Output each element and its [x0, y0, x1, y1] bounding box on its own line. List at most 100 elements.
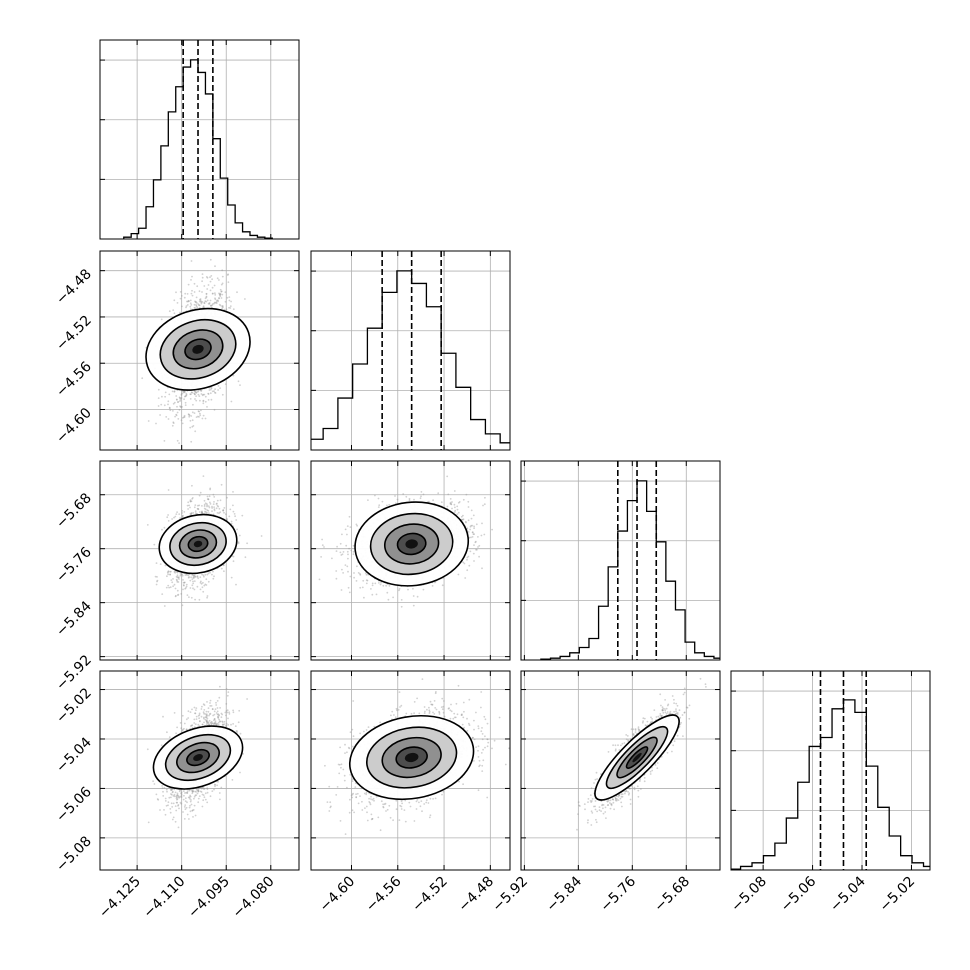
scatter-point — [226, 517, 228, 520]
scatter-point — [196, 507, 199, 510]
scatter-point — [190, 260, 193, 262]
scatter-point — [193, 412, 196, 414]
scatter-point — [213, 575, 215, 578]
scatter-point — [189, 500, 192, 503]
scatter-point — [154, 575, 157, 578]
scatter-point — [169, 573, 172, 576]
scatter-point — [200, 580, 202, 583]
scatter-point — [209, 299, 212, 302]
scatter-point — [457, 501, 460, 504]
scatter-point — [457, 511, 460, 514]
scatter-point — [221, 282, 224, 285]
scatter-point — [345, 544, 348, 547]
scatter-point — [184, 401, 187, 404]
scatter-point — [199, 298, 202, 300]
scatter-point — [188, 300, 190, 303]
scatter-point — [192, 512, 195, 514]
scatter-point — [359, 573, 361, 575]
scatter-point — [175, 571, 178, 573]
scatter-point — [195, 301, 197, 303]
scatter-point — [204, 573, 207, 576]
scatter-point — [176, 511, 179, 513]
scatter-point — [347, 557, 349, 560]
scatter-point — [451, 501, 453, 503]
scatter-point — [347, 553, 349, 556]
scatter-point — [205, 578, 208, 581]
scatter-point — [367, 499, 369, 501]
scatter-point — [213, 302, 215, 305]
scatter-point — [475, 523, 478, 526]
scatter-point — [198, 410, 201, 413]
scatter-point — [177, 577, 180, 579]
scatter-point — [464, 520, 467, 523]
scatter-point — [196, 306, 199, 309]
scatter-point — [202, 414, 205, 417]
scatter-point — [180, 406, 183, 408]
scatter-point — [211, 507, 214, 509]
scatter-point — [466, 527, 469, 530]
scatter-point — [185, 306, 187, 309]
scatter-point — [174, 571, 177, 574]
scatter-point — [422, 588, 425, 591]
scatter-point — [203, 302, 206, 305]
scatter-point — [181, 515, 184, 518]
scatter-point — [201, 512, 204, 514]
scatter-point — [229, 307, 232, 309]
scatter-point — [213, 284, 216, 287]
scatter-point — [371, 593, 374, 596]
scatter-point — [380, 581, 382, 584]
scatter-point — [183, 511, 186, 513]
scatter-point — [183, 391, 186, 393]
scatter-point — [420, 491, 423, 493]
scatter-point — [206, 595, 209, 597]
scatter-point — [228, 296, 231, 298]
scatter-point — [204, 297, 207, 300]
scatter-point — [377, 497, 380, 500]
scatter-point — [171, 424, 174, 427]
scatter-point — [183, 414, 186, 417]
scatter-point — [339, 551, 342, 554]
scatter-point — [184, 574, 187, 576]
scatter-point — [177, 401, 179, 403]
scatter-point — [180, 397, 183, 399]
scatter-point — [394, 495, 396, 497]
density-contour — [192, 344, 204, 354]
scatter-point — [204, 508, 207, 511]
scatter-point — [176, 571, 179, 574]
scatter-point — [197, 508, 200, 510]
scatter-point — [348, 591, 351, 594]
scatter-point — [183, 584, 185, 587]
scatter-point — [196, 391, 199, 393]
scatter-point — [482, 504, 484, 507]
scatter-point — [202, 475, 205, 477]
scatter-point — [216, 277, 219, 280]
scatter-point — [232, 374, 235, 377]
scatter-point — [208, 512, 210, 514]
scatter-point — [420, 495, 422, 498]
scatter-point — [218, 303, 221, 306]
scatter-point — [186, 304, 189, 306]
scatter-point — [407, 588, 409, 591]
scatter-point — [213, 496, 216, 498]
scatter-point — [164, 391, 167, 394]
scatter-point — [191, 275, 193, 278]
scatter-point — [189, 499, 192, 502]
scatter-point — [227, 281, 230, 284]
scatter-point — [216, 502, 218, 505]
scatter-point — [199, 399, 201, 402]
scatter-point — [163, 605, 166, 607]
scatter-point — [339, 542, 342, 545]
scatter-point — [181, 390, 184, 393]
scatter-point — [221, 307, 224, 310]
scatter-point — [182, 416, 185, 419]
scatter-point — [174, 515, 177, 518]
scatter-point — [230, 522, 233, 525]
scatter-point — [214, 294, 217, 296]
scatter-point — [199, 414, 202, 417]
scatter-point — [219, 292, 222, 295]
scatter-point — [342, 572, 344, 574]
scatter-point — [206, 299, 209, 302]
scatter-point — [201, 301, 204, 303]
scatter-point — [206, 504, 209, 507]
